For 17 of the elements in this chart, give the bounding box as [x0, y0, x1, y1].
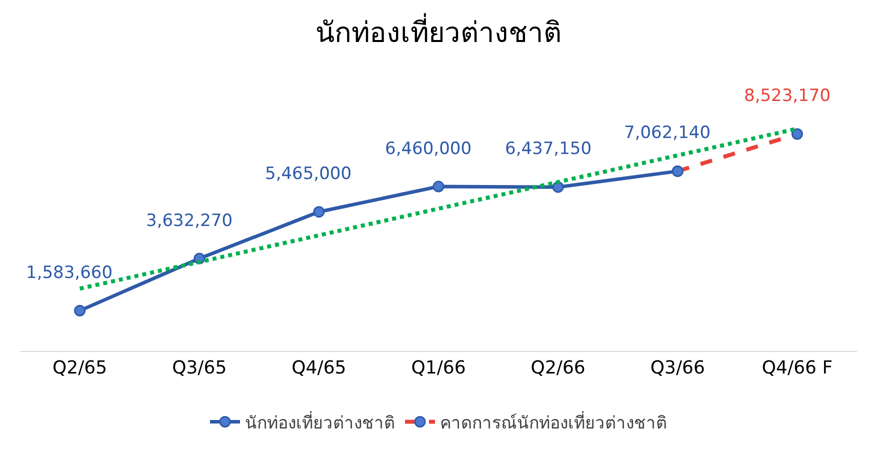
x-tick-label: Q3/66: [650, 358, 705, 379]
x-tick-label: Q4/66 F: [762, 358, 833, 379]
data-label: 1,583,660: [26, 263, 113, 283]
data-label: 3,632,270: [146, 211, 233, 231]
chart-title: นักท่องเที่ยวต่างชาติ: [316, 13, 562, 50]
data-label: 8,523,170: [744, 86, 831, 106]
x-tick-label: Q3/65: [172, 358, 227, 379]
legend-label: นักท่องเที่ยวต่างชาติ: [245, 410, 395, 434]
x-tick-label: Q1/66: [411, 358, 466, 379]
data-label: 6,460,000: [385, 139, 472, 159]
data-label: 7,062,140: [624, 123, 711, 143]
x-tick-label: Q2/66: [530, 358, 586, 379]
data-label: 6,437,150: [505, 139, 592, 159]
legend-label: คาดการณ์นักท่องเที่ยวต่างชาติ: [440, 410, 667, 434]
x-tick-label: Q2/65: [52, 358, 108, 379]
data-label: 5,465,000: [265, 164, 352, 184]
x-tick-label: Q4/65: [292, 358, 346, 379]
